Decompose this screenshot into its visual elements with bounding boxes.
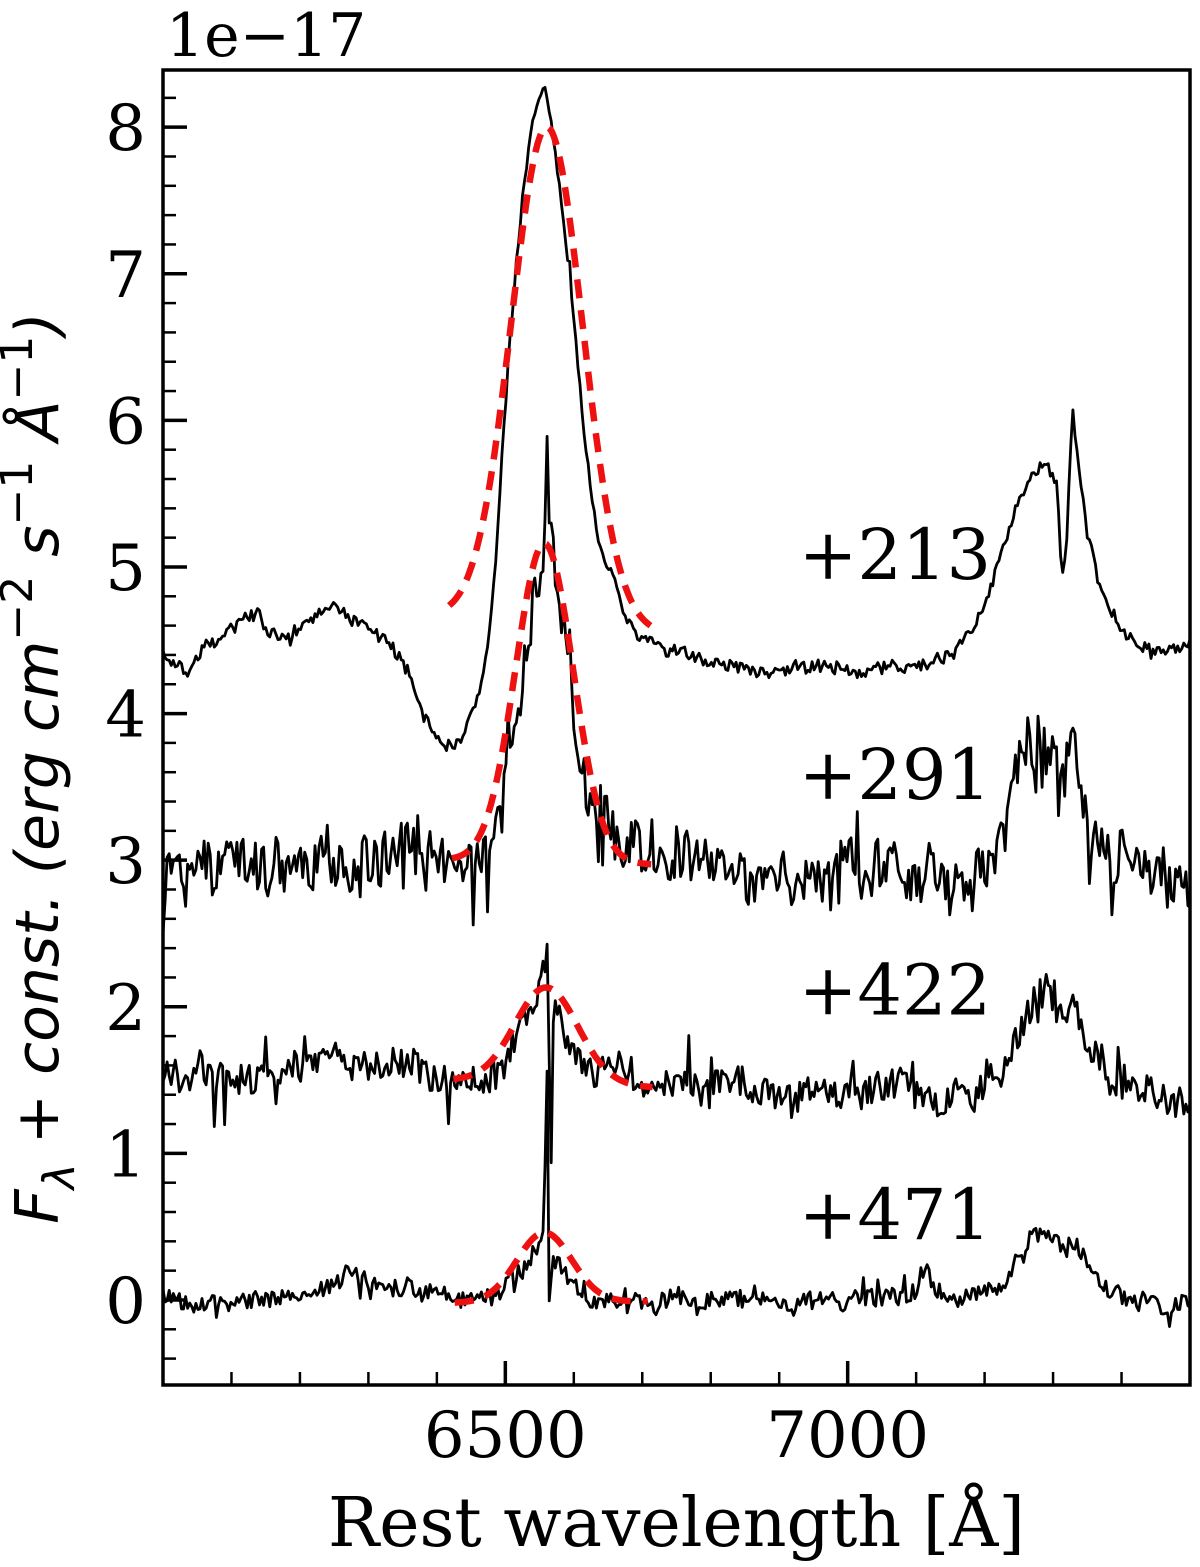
y-axis: 0 1 2 3 4 5 6 7 8	[105, 92, 187, 1360]
x-tick-label: 6500	[424, 1399, 587, 1473]
y-tick-label: 5	[105, 532, 146, 606]
spectrum-epoch-422	[163, 942, 1190, 1165]
plot-area	[163, 86, 1190, 1328]
spectrum-epoch-291	[163, 435, 1190, 934]
y-axis-title: Fλ + const. (erg cm−2 s−1 Å−1)	[0, 312, 85, 1224]
y-tick-label: 0	[105, 1265, 146, 1339]
x-axis: 6500 7000	[230, 1361, 1123, 1473]
axes-spines	[161, 68, 1192, 1387]
spectrum-epoch-471	[163, 1069, 1190, 1328]
epoch-label-471: +471	[799, 1174, 991, 1256]
y-tick-label: 4	[105, 679, 146, 753]
y-tick-label: 3	[105, 825, 146, 899]
epoch-label-422: +422	[799, 950, 991, 1032]
y-tick-label: 6	[105, 385, 146, 459]
y-axis-offset-label: 1e−17	[166, 1, 366, 71]
epoch-label-213: +213	[799, 514, 991, 596]
x-axis-title: Rest wavelength [Å]	[328, 1483, 1025, 1563]
gaussian-fit-213	[447, 123, 653, 629]
gaussian-fit-422	[452, 984, 653, 1091]
y-tick-label: 2	[105, 972, 146, 1046]
y-tick-label: 1	[105, 1118, 146, 1192]
epoch-label-291: +291	[799, 734, 991, 816]
gaussian-fit-471	[454, 1229, 648, 1306]
x-tick-label: 7000	[766, 1399, 929, 1473]
y-tick-label: 7	[105, 239, 146, 313]
spectrum-epoch-213	[163, 86, 1190, 752]
y-tick-label: 8	[105, 92, 146, 166]
gaussian-fit-291	[451, 539, 652, 868]
